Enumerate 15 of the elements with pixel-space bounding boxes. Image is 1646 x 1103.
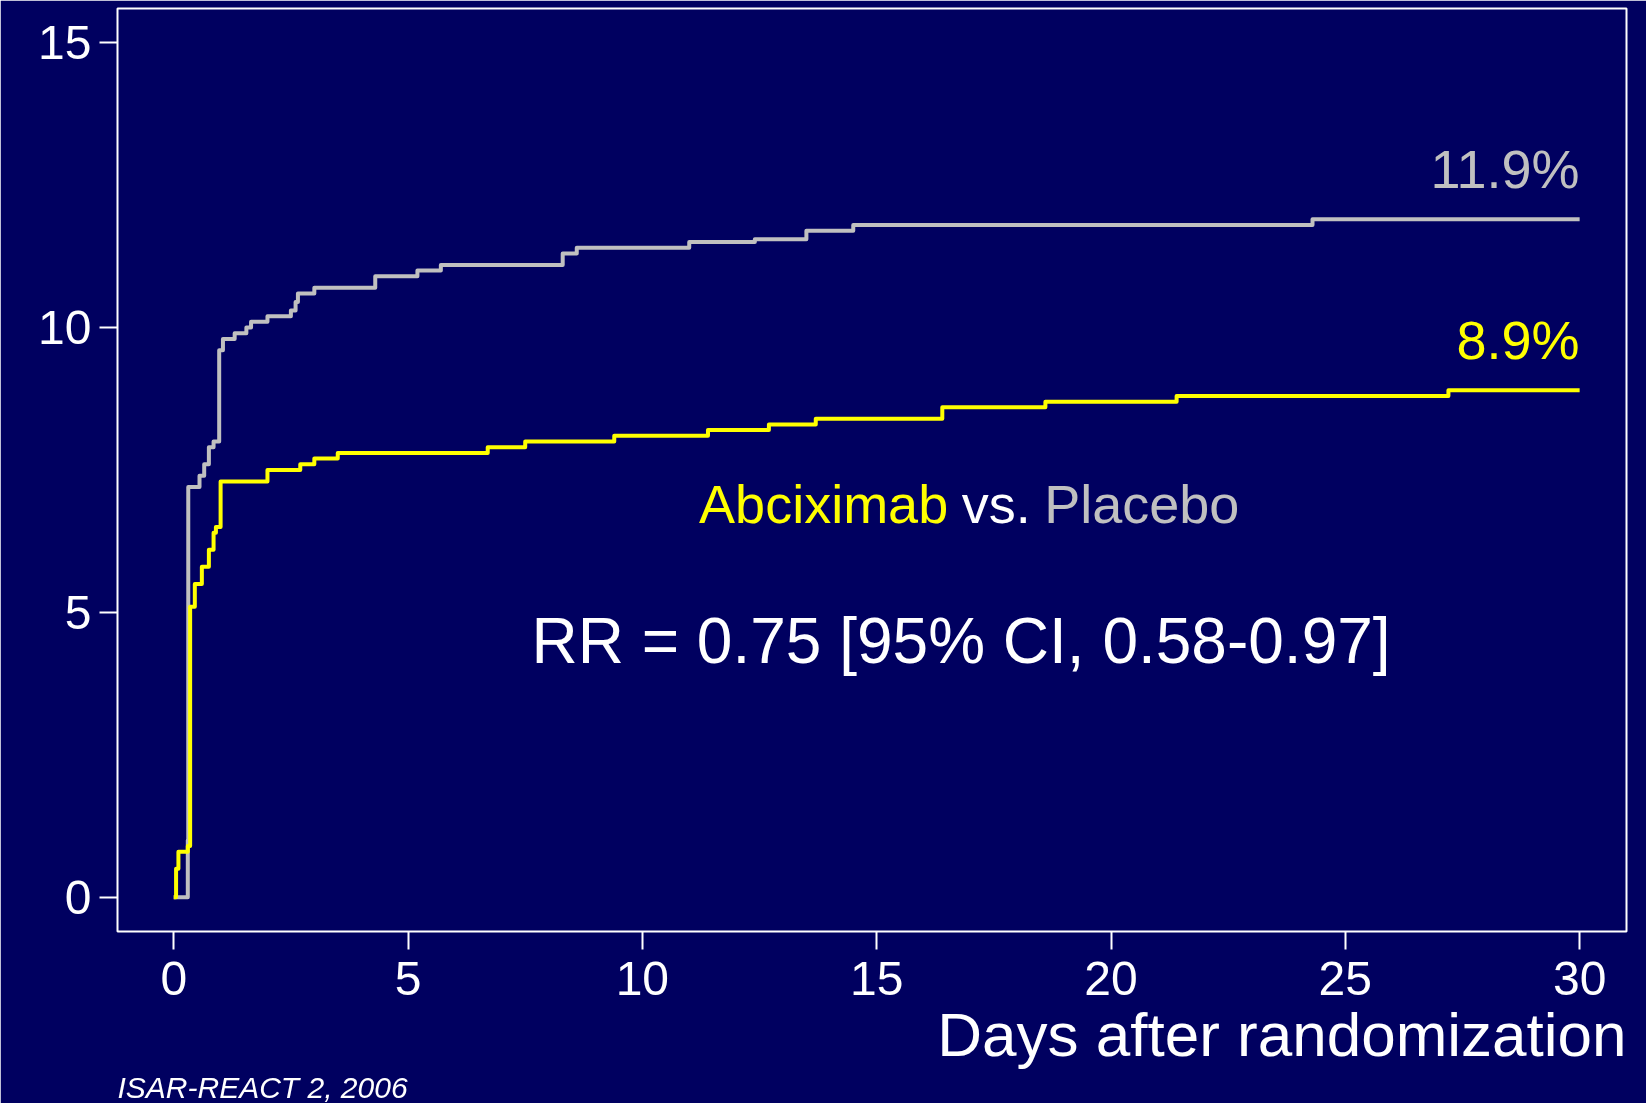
series-label: Abciximab [699, 474, 949, 535]
y-tick-label: 15 [38, 16, 92, 70]
y-tick-label: 10 [38, 301, 92, 355]
x-tick-label: 15 [849, 951, 904, 1005]
annotation: RR = 0.75 [95% CI, 0.58-0.97] [531, 604, 1391, 677]
x-tick-label: 0 [160, 951, 188, 1005]
x-tick-label: 5 [394, 951, 422, 1005]
annotation: vs. [961, 474, 1031, 535]
data-label: 11.9% [1430, 139, 1580, 200]
text: ISAR-REACT 2, 2006 [117, 1070, 408, 1103]
y-tick-label: 5 [64, 585, 92, 639]
text: Placebo [1044, 474, 1240, 535]
y-tick-label: 0 [64, 870, 92, 924]
data-label: 8.9% [1456, 310, 1580, 371]
x-tick-label: 10 [615, 951, 670, 1005]
